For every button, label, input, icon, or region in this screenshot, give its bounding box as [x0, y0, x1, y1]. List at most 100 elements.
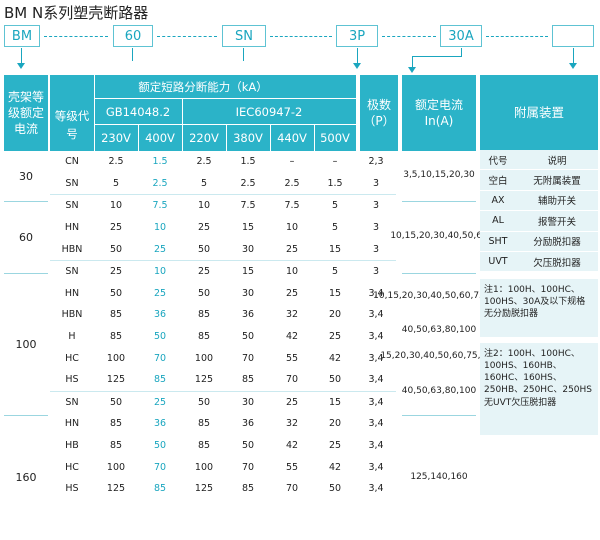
grade-code-cell: SN: [65, 177, 79, 189]
capacity-cell: 15: [328, 287, 342, 299]
capacity-cell: 7.5: [270, 194, 314, 217]
poles-cell: 3: [372, 243, 380, 255]
current-cell: 40,50,63,80,100: [401, 325, 477, 336]
capacity-cell: 10: [138, 259, 182, 283]
capacity-cell: 10: [153, 222, 167, 234]
group-divider: [4, 201, 48, 202]
capacity-cell: 50: [94, 390, 138, 414]
divider: [226, 124, 227, 151]
accessory-code: UVT: [480, 251, 516, 273]
table-row: HBN 85 36 85 36 32 20 3,4: [50, 304, 396, 326]
header-accessory: 附属装置: [480, 75, 598, 151]
arrow-down-icon: [17, 63, 25, 69]
header-frame-current: 壳架等级额定电流: [4, 75, 48, 151]
capacity-cell: 5: [314, 194, 356, 217]
capacity-cell: 42: [285, 331, 299, 343]
divider: [94, 98, 356, 99]
group-divider: [4, 273, 48, 274]
frame-label: 160: [15, 471, 37, 484]
capacity-cell: 25: [153, 243, 167, 255]
accessory-head-desc: 说明: [516, 150, 598, 171]
capacity-cell: 85: [109, 418, 123, 430]
poles-cell: 3: [356, 194, 396, 217]
grade-code-cell: HN: [64, 222, 80, 234]
capacity-cell: 25: [197, 222, 211, 234]
current-cell: 10,15,20,30,40,50,60: [390, 231, 488, 242]
capacity-cell: 85: [197, 331, 211, 343]
capacity-cell: 20: [328, 309, 342, 321]
code-box-series: BM: [4, 25, 40, 47]
code-box-current: 30A: [440, 25, 482, 47]
capacity-cell: 85: [241, 483, 255, 495]
grade-code-cell: CN: [65, 156, 79, 168]
accessory-desc: 无附属装置: [516, 169, 598, 191]
capacity-cell: 2.5: [240, 177, 256, 189]
capacity-cell: 42: [328, 461, 342, 473]
poles-cell: 3: [372, 222, 380, 234]
capacity-cell: 10: [182, 194, 226, 217]
capacity-cell: 30: [241, 287, 255, 299]
capacity-cell: 7.5: [138, 194, 182, 217]
capacity-cell: 15: [328, 243, 342, 255]
code-box-accessory: [552, 25, 594, 47]
poles-cell: 3,4: [368, 483, 384, 495]
header-220v: 220V: [189, 131, 219, 145]
code-box-grade: SN: [222, 25, 266, 47]
capacity-cell: 50: [153, 440, 167, 452]
capacity-cell: 125: [106, 483, 126, 495]
header-500v: 500V: [320, 131, 350, 145]
capacity-cell: 50: [328, 483, 342, 495]
connector-line: [382, 36, 436, 37]
capacity-cell: 1.5: [152, 156, 168, 168]
group-divider: [402, 415, 476, 416]
poles-cell: 3,4: [368, 418, 384, 430]
capacity-cell: 50: [241, 440, 255, 452]
grade-code-cell: SN: [50, 194, 94, 217]
capacity-cell: 25: [182, 259, 226, 283]
frame-label: 100: [15, 337, 37, 351]
capacity-cell: 5: [314, 259, 356, 283]
capacity-cell: 25: [138, 390, 182, 414]
grade-code-cell: HBN: [61, 243, 83, 255]
grade-code-cell: HN: [64, 418, 80, 430]
capacity-cell: 15: [241, 222, 255, 234]
arrow-stem: [573, 48, 574, 63]
capacity-cell: 25: [285, 287, 299, 299]
capacity-cell: 30: [226, 390, 270, 414]
capacity-cell: 50: [182, 390, 226, 414]
accessory-head-code: 代号: [480, 150, 516, 171]
capacity-cell: 15: [226, 259, 270, 283]
capacity-cell: 55: [285, 352, 299, 364]
arrow-stem: [412, 56, 413, 67]
page-title: BM N系列塑壳断路器: [4, 4, 149, 22]
table-row: HB 85 50 85 50 42 25 3,4: [50, 435, 396, 457]
capacity-cell: 85: [109, 309, 123, 321]
table-row: CN 2.5 1.5 2.5 1.5 – – 2,3: [50, 151, 396, 173]
table-row: HS 125 85 125 85 70 50 3,4: [50, 478, 396, 500]
accessory-desc: 报警开关: [516, 210, 598, 232]
capacity-cell: 42: [328, 352, 342, 364]
capacity-cell: 32: [285, 309, 299, 321]
capacity-cell: 25: [270, 390, 314, 414]
header-380v: 380V: [233, 131, 263, 145]
grade-code-cell: HN: [64, 287, 80, 299]
group-divider: [4, 415, 48, 416]
capacity-cell: 50: [197, 287, 211, 299]
capacity-cell: 25: [94, 259, 138, 283]
capacity-cell: 25: [285, 243, 299, 255]
accessory-code: AL: [480, 210, 516, 232]
table-row: HC 100 70 100 70 55 42 3,4: [50, 456, 396, 478]
arrow-stem: [243, 48, 244, 61]
capacity-cell: 5: [200, 177, 208, 189]
capacity-cell: 85: [153, 483, 167, 495]
capacity-cell: 100: [106, 352, 126, 364]
poles-cell: 3,4: [368, 440, 384, 452]
table-row: SN 5 2.5 5 2.5 2.5 1.5 3: [50, 173, 396, 195]
table-row: SN 10 7.5 10 7.5 7.5 5 3: [50, 194, 396, 217]
capacity-cell: 70: [241, 352, 255, 364]
capacity-cell: 20: [328, 418, 342, 430]
capacity-cell: 85: [197, 418, 211, 430]
current-cell: 125,140,160: [410, 471, 468, 482]
poles-cell: 3,4: [368, 287, 384, 299]
grade-code-cell: SN: [50, 390, 94, 414]
